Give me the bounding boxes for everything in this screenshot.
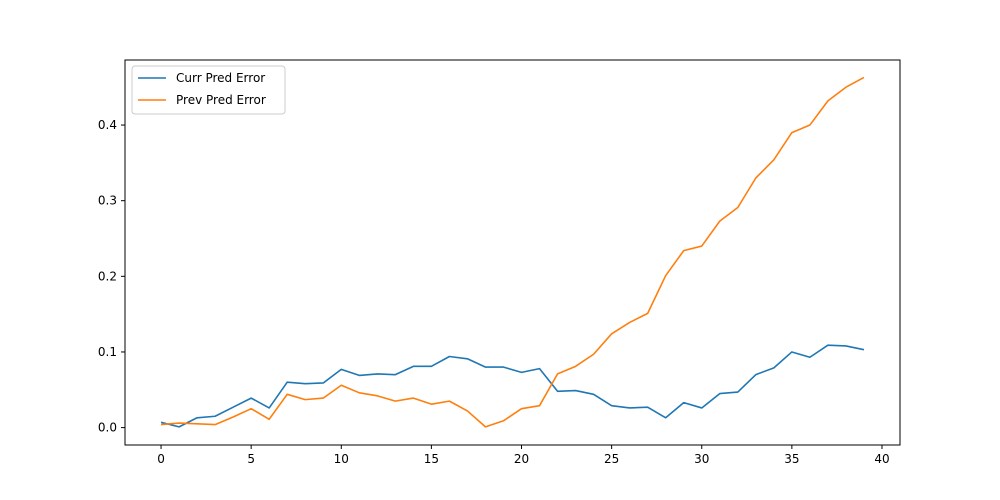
axis-ticks: 0 5 10 15 20 25 30 35 40 0.0 0.1 0.2 0.3 0.4 [98, 118, 890, 466]
legend-label-prev-pred-error: Prev Pred Error [176, 93, 266, 107]
x-tick-label: 0 [157, 452, 165, 466]
x-tick-label: 25 [604, 452, 619, 466]
x-tick-label: 5 [247, 452, 255, 466]
x-tick-label: 35 [784, 452, 799, 466]
x-tick-label: 30 [694, 452, 709, 466]
plot-frame [124, 59, 901, 446]
y-tick-label: 0.2 [98, 269, 117, 283]
y-tick-label: 0.4 [98, 118, 117, 132]
plot-series [160, 76, 865, 428]
legend-box [131, 65, 286, 115]
series-line-curr-pred-error [160, 344, 865, 428]
legend: Curr Pred Error Prev Pred Error [131, 65, 286, 115]
x-tick-label: 15 [424, 452, 439, 466]
x-tick-label: 40 [874, 452, 889, 466]
x-tick-label: 10 [334, 452, 349, 466]
legend-label-curr-pred-error: Curr Pred Error [176, 71, 265, 85]
series-line-prev-pred-error [160, 76, 865, 428]
y-tick-label: 0.3 [98, 194, 117, 208]
y-tick-label: 0.0 [98, 421, 117, 435]
x-tick-label: 20 [514, 452, 529, 466]
y-tick-label: 0.1 [98, 345, 117, 359]
